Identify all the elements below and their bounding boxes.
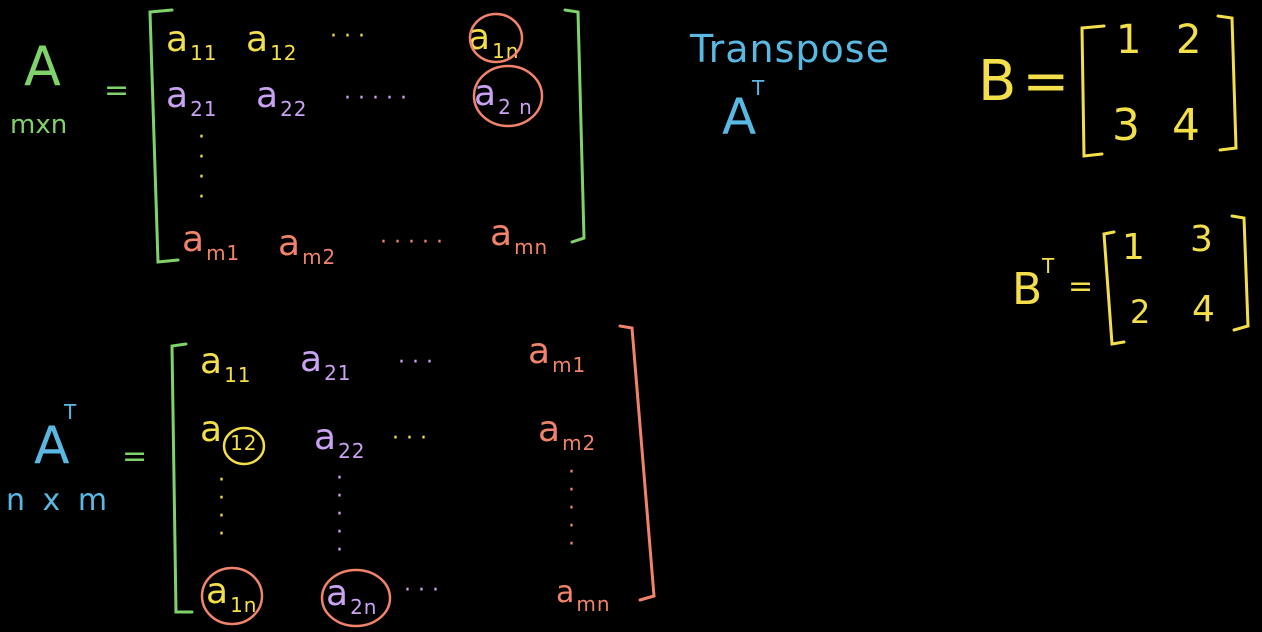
matrix-a-entry-am2: a m2 [278, 223, 337, 269]
matrix-at-left-bracket [170, 342, 194, 614]
matrix-at-entry-am2: a m2 [538, 409, 597, 455]
matrix-a-entry-a12: a 12 [246, 19, 298, 65]
matrix-a-dims: mxn [10, 110, 68, 140]
matrix-at-dots-row2: · · · [392, 426, 427, 451]
matrix-at-vertical-dots-col1: · · · · [218, 468, 225, 547]
matrix-a-dots-row3: · · · · · [380, 230, 443, 255]
matrix-a-dots-row1: · · · [330, 24, 365, 49]
matrix-at-entry-am1: a m1 [528, 331, 587, 377]
transpose-title: Transpose [690, 27, 890, 71]
matrix-at-entry-a11: a 11 [200, 341, 252, 387]
matrix-at-dims: n x m [6, 483, 112, 518]
circle-a2n-transposed [320, 568, 392, 628]
matrix-at-entry-a22: a 22 [314, 417, 366, 463]
matrix-at-dots-row3: · · · [404, 578, 439, 603]
matrix-a-entry-a22: a 22 [256, 75, 308, 121]
matrix-bt-left-bracket [1102, 230, 1126, 346]
matrix-a-dots-row2: · · · · · [344, 86, 407, 111]
matrix-at-vertical-dots-col2: · · · · · [336, 466, 343, 563]
matrix-at-entry-amn: a mn [556, 575, 611, 616]
matrix-a-right-bracket [563, 8, 586, 244]
matrix-a-entry-a21: a 21 [166, 75, 218, 121]
matrix-a-left-bracket [148, 8, 180, 264]
matrix-b-value-22: 4 [1172, 100, 1200, 151]
matrix-bt-value-12: 3 [1190, 219, 1213, 260]
matrix-b-value-21: 3 [1112, 100, 1140, 151]
matrix-b-right-bracket [1216, 14, 1238, 152]
matrix-bt-right-bracket [1230, 214, 1250, 332]
circle-a12-transposed [222, 426, 266, 466]
matrix-a-equals: = [104, 73, 130, 108]
matrix-b-left-bracket [1080, 24, 1106, 158]
matrix-a-name: A [24, 35, 61, 98]
matrix-bt-value-21: 2 [1130, 293, 1151, 331]
matrix-bt-value-11: 1 [1122, 227, 1145, 268]
matrix-a-entry-a11: a 11 [166, 19, 218, 65]
matrix-at-right-bracket [618, 324, 656, 602]
matrix-at-equals: = [122, 439, 148, 474]
matrix-bt-value-22: 4 [1192, 289, 1215, 330]
matrix-at-entry-a2n: a 2n [326, 573, 378, 619]
matrix-at-vertical-dots-col4: · · · · · [568, 460, 575, 557]
matrix-b-value-12: 2 [1176, 17, 1202, 63]
matrix-bt-equals: = [1068, 269, 1094, 304]
matrix-at-entry-a21: a 21 [300, 339, 352, 385]
matrix-a-entry-amn: a mn [490, 213, 549, 259]
matrix-at-entry-a1n: a 1n [206, 571, 258, 617]
matrix-b-name: B = [978, 49, 1070, 114]
matrix-a-entry-am1: a m1 [182, 219, 241, 265]
circle-a1n-transposed [200, 566, 264, 626]
matrix-a-vertical-dots: · · · · [198, 125, 205, 210]
matrix-at-dots-row1: · · · [398, 350, 433, 375]
matrix-at-entry-a12: a 12 [200, 409, 258, 455]
matrix-b-value-11: 1 [1116, 17, 1142, 63]
circle-a2n [472, 64, 544, 128]
circle-a1n [468, 12, 524, 64]
